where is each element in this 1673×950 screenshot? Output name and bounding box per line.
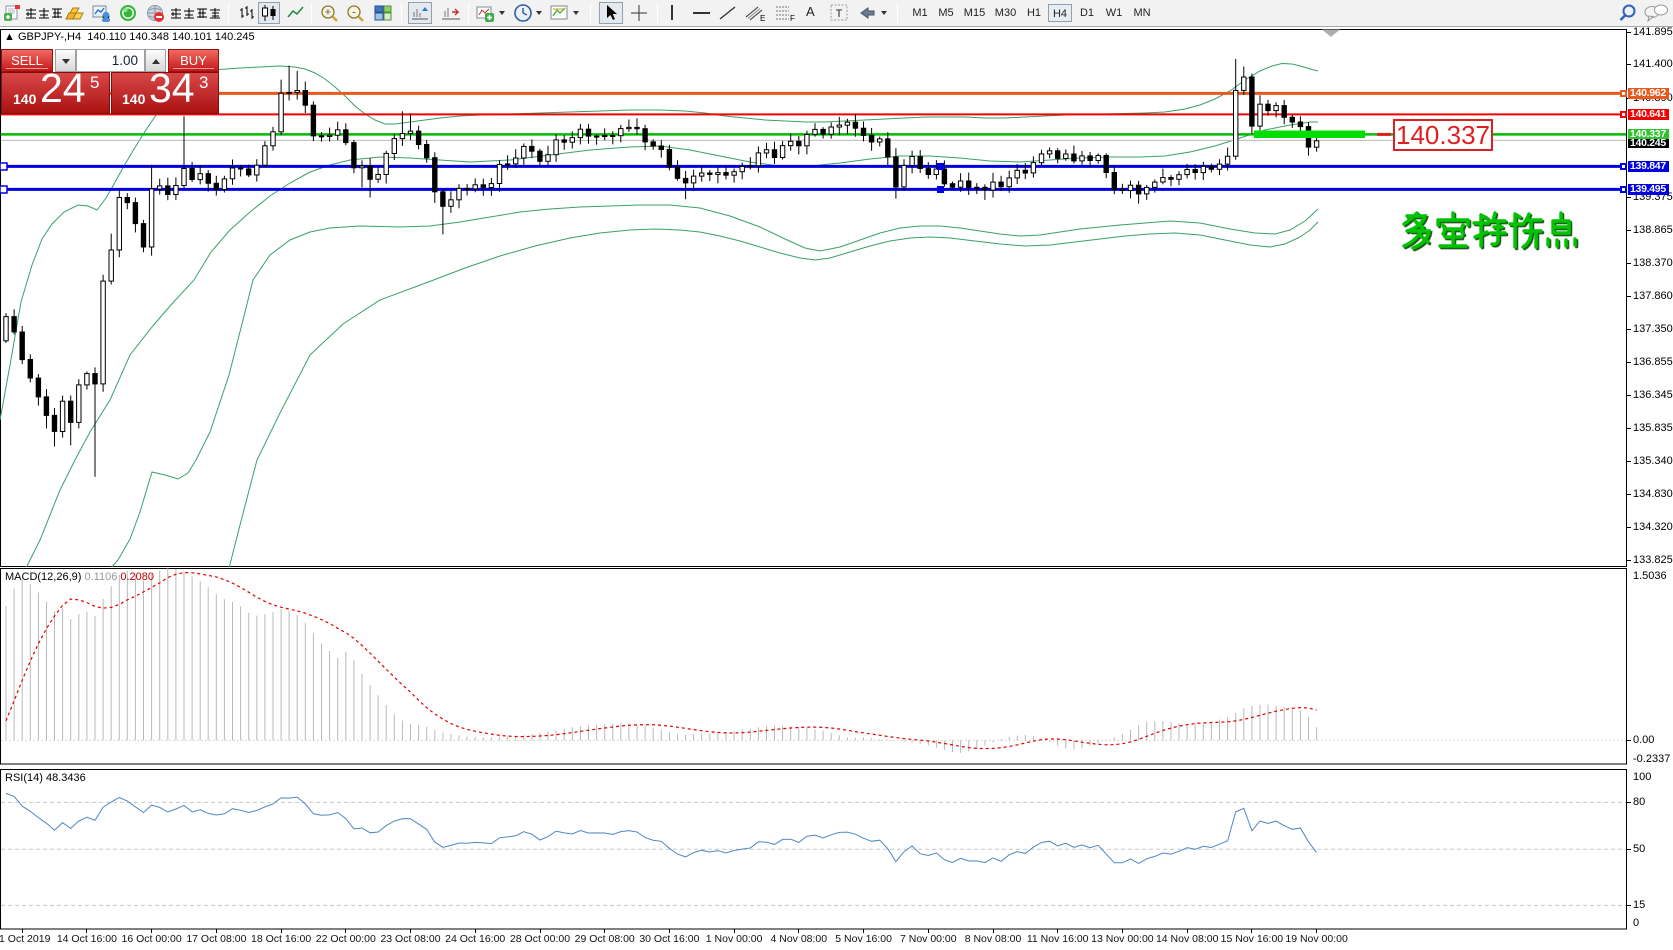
svg-text:-: - [352,7,356,19]
svg-text:T: T [836,8,843,20]
svg-text:+: + [325,7,331,19]
svg-text:F: F [790,14,795,22]
svg-text:E: E [760,14,765,22]
